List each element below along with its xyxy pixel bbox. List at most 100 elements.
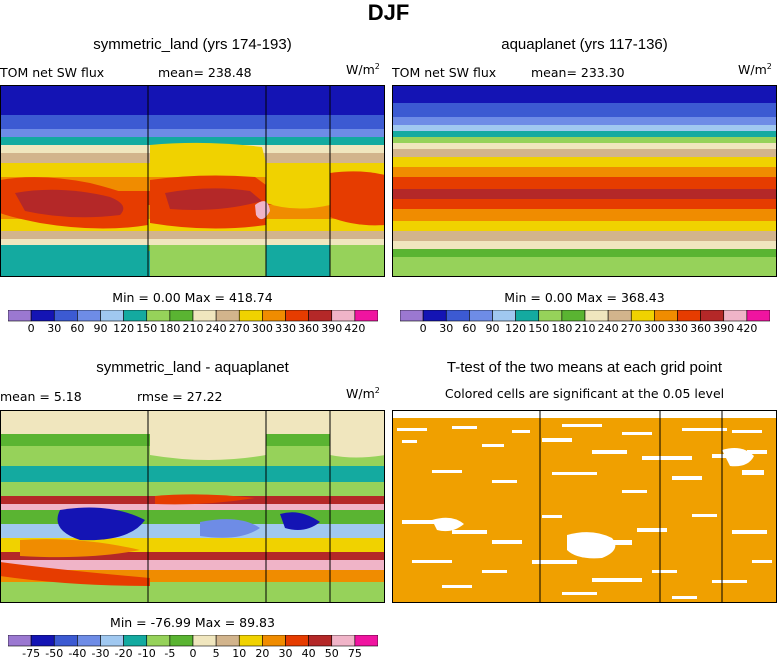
insignificant-cells [747,450,767,454]
insignificant-cells [432,470,462,473]
colorbar-tick-label: 90 [93,322,108,335]
insignificant-cells [492,480,517,483]
insignificant-cells [562,424,602,427]
colorbar-tick-label: 210 [574,322,596,335]
contour-band [392,149,777,157]
colorbar-swatch [723,310,748,322]
colorbar-tick-label: 330 [667,322,688,335]
units-label-tl: W/m2 [346,62,380,77]
map-frame [0,410,385,603]
colorbar-swatch [308,635,333,647]
insignificant-cells [492,540,522,544]
units-label-bl: W/m2 [346,386,380,401]
colorbar-swatch [262,635,286,647]
mean-label-tr: mean= 233.30 [531,65,625,80]
colorbar-swatch [285,635,309,647]
contour-band [392,157,777,167]
colorbar-tl [8,310,378,322]
contour-band [0,524,385,538]
colorbar-swatch [492,310,516,322]
insignificant-cells [442,585,472,588]
insignificant-cells [432,517,464,532]
colorbar-swatch [100,635,124,647]
main-title: DJF [367,0,410,25]
colorbar-tr [400,310,770,322]
rmse-label-bl: rmse = 27.22 [137,389,223,404]
insignificant-cells [742,470,764,475]
colorbar-tick-label: -75 [22,647,41,660]
insignificant-cells [482,444,504,447]
contour-band [0,129,385,137]
contour-region [150,410,266,460]
colorbar-swatch [146,635,171,647]
colorbar-swatch [561,310,586,322]
contour-band [392,167,777,177]
contour-region [15,189,124,218]
insignificant-cells [672,596,697,599]
colorbar-labels-tr: 0 30 60 90 120 150 180 210 240 270 300 330 360 390 420 [392,322,777,338]
colorbar-swatch [331,635,356,647]
insignificant-cells [712,580,747,583]
contour-region [150,245,266,277]
colorbar-tick-label: 75 [347,647,362,660]
colorbar-tick-label: 300 [643,322,665,335]
ttest-subtitle: Colored cells are significant at the 0.0… [444,386,725,401]
contour-region [330,410,385,458]
colorbar-tick-label: 90 [485,322,500,335]
colorbar-labels-tl: 0 30 60 90 120 150 180 210 240 270 300 330 360 390 420 [0,322,385,338]
contour-band [0,231,385,239]
contour-band [0,482,385,496]
units-text: W/m [346,386,375,402]
contour-band [392,221,777,231]
colorbar-tick-label: 150 [136,322,158,335]
colorbar-tick-label: -20 [114,647,133,660]
colorbar-swatch [262,310,286,322]
minmax-label-bl: Min = -76.99 Max = 89.83 [110,615,275,630]
colorbar-swatch [123,635,148,647]
colorbar-swatch [400,310,424,322]
panel-title-ttest: T-test of the two means at each grid poi… [446,359,723,376]
colorbar-tick-label: 270 [620,322,642,335]
insignificant-cells [672,476,702,480]
colorbar-tick-label: 0 [27,322,35,335]
colorbar-swatch [169,310,194,322]
colorbar-swatch [584,310,609,322]
contour-band [392,209,777,221]
insignificant-cells [592,450,627,454]
contour-region [57,507,145,541]
colorbar-tick-label: 60 [70,322,85,335]
colorbar-swatch [238,310,263,322]
colorbar-swatch [354,310,378,322]
contour-band [392,189,777,199]
contour-band [392,199,777,209]
units-label-tr: W/m2 [738,62,772,77]
insignificant-cells [682,428,727,431]
colorbar-swatch [53,310,78,322]
contour-band [392,117,777,125]
contour-band [0,137,385,145]
colorbar-tick-label: 20 [255,647,270,660]
colorbar-tick-label: -10 [137,647,156,660]
colorbar-swatch [100,310,124,322]
colorbar-tick-label: -50 [45,647,64,660]
insignificant-cells [397,428,427,431]
colorbar-swatch [746,310,770,322]
contour-band [392,125,777,131]
minmax-label-tl: Min = 0.00 Max = 418.74 [112,290,273,305]
colorbar-tick-label: 5 [212,647,220,660]
contour-region [200,519,260,538]
colorbar-tick-label: 10 [232,647,247,660]
colorbar-tick-label: 390 [713,322,735,335]
contour-region [0,562,150,586]
colorbar-swatch [422,310,447,322]
contour-band [0,115,385,129]
contour-region [155,494,255,505]
colorbar-tick-label: 180 [159,322,181,335]
insignificant-cells [732,430,762,433]
colorbar-swatch [169,635,194,647]
contour-region [266,163,330,209]
colorbar-swatch [445,310,470,322]
contour-band [0,85,385,115]
insignificant-cells [622,432,652,435]
contour-region [0,245,148,277]
